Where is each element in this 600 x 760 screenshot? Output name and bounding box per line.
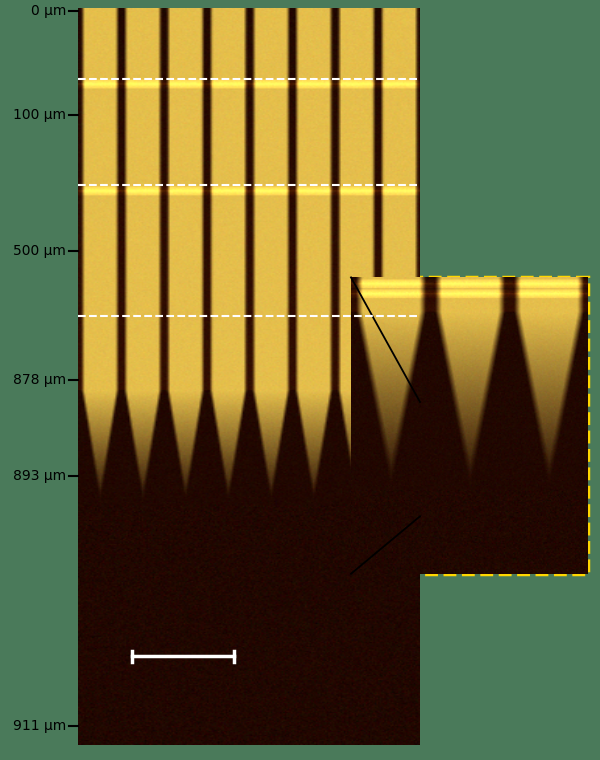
Text: 893 μm: 893 μm <box>13 470 66 483</box>
Bar <box>249 402 420 516</box>
Text: 0 μm: 0 μm <box>31 5 66 18</box>
Bar <box>351 277 588 574</box>
Text: 878 μm: 878 μm <box>13 373 66 387</box>
Text: 500 μm: 500 μm <box>13 244 66 258</box>
Text: 911 μm: 911 μm <box>13 720 66 733</box>
Text: 100 μm: 100 μm <box>13 108 66 122</box>
Text: 10 μm: 10 μm <box>154 673 212 691</box>
